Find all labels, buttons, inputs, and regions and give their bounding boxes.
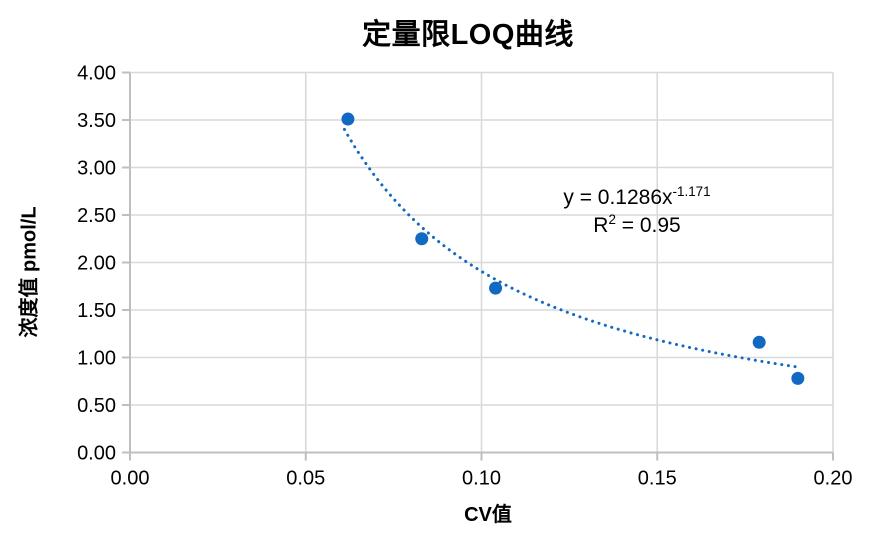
y-tick-label: 2.50 — [77, 205, 116, 227]
y-tick-label: 1.00 — [77, 348, 116, 370]
x-tick-label: 0.05 — [286, 468, 325, 490]
y-tick-label: 0.00 — [77, 443, 116, 465]
x-tick-label: 0.00 — [111, 468, 150, 490]
y-tick-label: 4.00 — [77, 63, 116, 85]
data-point — [489, 281, 503, 295]
data-point — [415, 232, 429, 246]
y-tick-label: 3.00 — [77, 158, 116, 180]
y-axis-title: 浓度值 pmol/L — [18, 206, 41, 338]
y-tick-label: 0.50 — [77, 395, 116, 417]
y-tick-label: 2.00 — [77, 253, 116, 275]
chart-title: 定量限LOQ曲线 — [362, 19, 574, 51]
r-squared-value: = 0.95 — [615, 214, 681, 237]
y-tick-label: 3.50 — [77, 110, 116, 132]
r-squared-lhs: R — [593, 214, 609, 237]
equation-lhs: y = 0.1286x — [563, 186, 673, 209]
x-tick-label: 0.20 — [814, 468, 853, 490]
equation-line: y = 0.1286x-1.171 — [563, 184, 710, 212]
y-tick-label: 1.50 — [77, 300, 116, 322]
trendline — [342, 127, 800, 369]
equation-exponent: -1.171 — [672, 184, 711, 199]
trendline-equation: y = 0.1286x-1.171 R2 = 0.95 — [563, 184, 710, 240]
r-squared-line: R2 = 0.95 — [563, 212, 710, 240]
x-tick-label: 0.10 — [462, 468, 501, 490]
data-point — [791, 371, 805, 385]
x-axis-title: CV值 — [464, 504, 512, 526]
data-point — [752, 335, 766, 349]
data-point — [341, 112, 355, 126]
r-squared-sup: 2 — [608, 212, 616, 227]
x-tick-label: 0.15 — [638, 468, 677, 490]
